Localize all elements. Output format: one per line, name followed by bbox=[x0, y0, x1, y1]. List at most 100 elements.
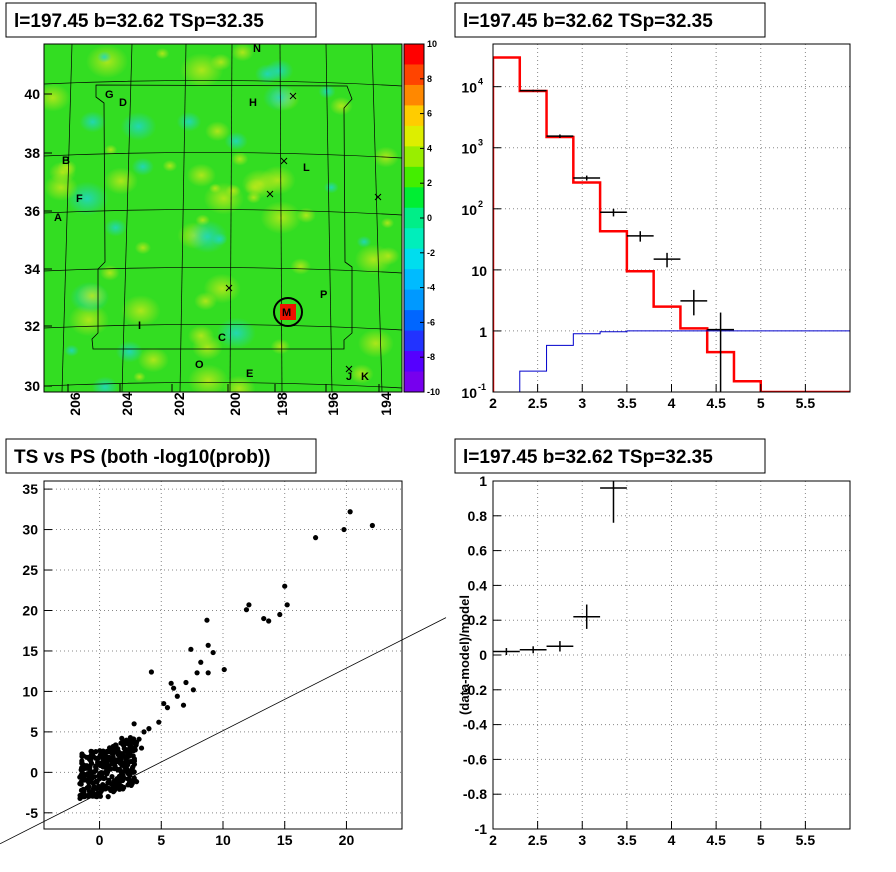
colorbar-swatch bbox=[404, 105, 424, 127]
colorbar-swatch bbox=[404, 310, 424, 332]
x-tick-label: 4.5 bbox=[706, 395, 726, 411]
colorbar-swatch bbox=[404, 207, 424, 229]
source-label-e: E bbox=[246, 368, 253, 380]
colorbar-swatch bbox=[404, 166, 424, 188]
colorbar-label: -6 bbox=[427, 317, 435, 327]
skymap-title: l=197.45 b=32.62 TSp=32.35 bbox=[14, 11, 264, 32]
scatter-point bbox=[101, 755, 108, 762]
scatter-point bbox=[180, 702, 187, 708]
colorbar-swatch bbox=[404, 248, 424, 270]
heatmap-blob bbox=[205, 121, 230, 142]
scatter-point bbox=[146, 726, 152, 732]
y-tick-label: 5 bbox=[30, 724, 38, 740]
scatter-point bbox=[115, 767, 121, 773]
x-tick-label: 5 bbox=[157, 832, 165, 848]
heatmap-blob bbox=[155, 47, 170, 60]
y-tick-label: -0.2 bbox=[463, 682, 487, 698]
scatter-point bbox=[210, 649, 216, 656]
residual-ylabel: (data-model)/model bbox=[457, 595, 472, 715]
heatmap-blob bbox=[97, 51, 112, 63]
y-tick-label: 0.6 bbox=[468, 543, 488, 559]
heatmap-blob bbox=[222, 375, 256, 392]
scatter-panel: TS vs PS (both -log10(prob)) 0 5 10 15 20 35 3… bbox=[0, 438, 447, 848]
scatter-point bbox=[119, 735, 125, 741]
scatter-point bbox=[204, 617, 210, 623]
heatmap-blob bbox=[191, 335, 223, 360]
source-cross bbox=[266, 190, 274, 198]
heatmap-blob bbox=[131, 157, 154, 176]
scatter-point bbox=[101, 775, 107, 782]
heatmap-blob bbox=[290, 258, 311, 275]
colorbar-label: -8 bbox=[427, 352, 435, 362]
heatmap-blob bbox=[186, 220, 228, 253]
y-tick-label: 10 bbox=[461, 202, 477, 218]
heatmap-blob bbox=[224, 131, 248, 151]
scatter-axes: 0 5 10 15 20 35 30 25 20 15 10 5 0 -5 bbox=[22, 481, 354, 848]
heatmap-blob bbox=[263, 84, 297, 112]
x-tick-label: 3.5 bbox=[617, 395, 637, 411]
scatter-point bbox=[161, 700, 167, 707]
scatter-point bbox=[129, 765, 135, 771]
scatter-point bbox=[128, 781, 134, 788]
longitude-line bbox=[325, 44, 333, 392]
x-tick-label: 5.5 bbox=[796, 832, 816, 848]
x-tick-label: 2 bbox=[489, 832, 497, 848]
source-label-a: A bbox=[54, 212, 62, 224]
scatter-point bbox=[282, 583, 288, 589]
skymap-title-box bbox=[5, 2, 317, 38]
heatmap-blob bbox=[104, 144, 118, 155]
scatter-point bbox=[84, 777, 90, 784]
scatter-point bbox=[221, 666, 227, 673]
longitude-line bbox=[61, 44, 73, 392]
heatmap-blob bbox=[296, 207, 316, 223]
heatmap-blob bbox=[329, 96, 353, 116]
latitude-line bbox=[44, 324, 402, 331]
heatmap-blob bbox=[231, 152, 249, 166]
scatter-point bbox=[93, 755, 99, 761]
x-tick-label: 2.5 bbox=[528, 832, 548, 848]
heatmap-blob bbox=[162, 160, 178, 172]
scatter-point bbox=[190, 687, 196, 693]
source-label-h: H bbox=[249, 97, 257, 109]
y-tick-label: -5 bbox=[26, 805, 39, 821]
y-tick-label: 0 bbox=[30, 764, 38, 780]
longitude-line bbox=[371, 44, 383, 392]
longitude-line bbox=[179, 44, 187, 392]
residual-title: l=197.45 b=32.62 TSp=32.35 bbox=[463, 447, 713, 468]
y-tick-label: -0.8 bbox=[463, 786, 487, 802]
scatter-point bbox=[99, 771, 105, 777]
scatter-point bbox=[188, 646, 194, 652]
x-tick-label: 3.5 bbox=[617, 832, 637, 848]
scatter-point bbox=[85, 785, 92, 791]
latitude-line bbox=[44, 382, 402, 389]
source-cross bbox=[289, 92, 297, 100]
scatter-point bbox=[104, 748, 110, 754]
scatter-point bbox=[194, 670, 200, 676]
scatter-point bbox=[93, 749, 99, 755]
scatter-point bbox=[77, 792, 83, 799]
scatter-point bbox=[79, 769, 85, 775]
scatter-point bbox=[81, 789, 87, 796]
colorbar-swatch bbox=[404, 146, 424, 168]
scatter-point bbox=[120, 772, 126, 779]
y-tick-label: -0.4 bbox=[463, 717, 487, 733]
heatmap-blob bbox=[79, 111, 106, 133]
x-tick-label: 20 bbox=[339, 832, 355, 848]
y-tick-label: 10 bbox=[461, 141, 477, 157]
y-tick-label: 15 bbox=[22, 643, 38, 659]
y-tick-label: 30 bbox=[22, 522, 38, 538]
scatter-title: TS vs PS (both -log10(prob)) bbox=[14, 447, 271, 468]
y-tick-label: 25 bbox=[22, 562, 38, 578]
scatter-point bbox=[205, 642, 211, 648]
colorbar-swatch bbox=[404, 289, 424, 311]
colorbar-label: 8 bbox=[427, 74, 432, 84]
x-tick-label: 0 bbox=[96, 832, 104, 848]
colorbar-swatch bbox=[404, 64, 424, 86]
source-label-c: C bbox=[218, 332, 226, 344]
source-labels: GD N H B L F A P M I C O E J K bbox=[54, 44, 369, 383]
spectrum-title: l=197.45 b=32.62 TSp=32.35 bbox=[463, 11, 713, 32]
y-tick-label: 36 bbox=[24, 203, 40, 219]
colorbar-swatch bbox=[404, 371, 424, 393]
scatter-point bbox=[120, 786, 126, 792]
x-tick-label: 194 bbox=[378, 392, 394, 416]
